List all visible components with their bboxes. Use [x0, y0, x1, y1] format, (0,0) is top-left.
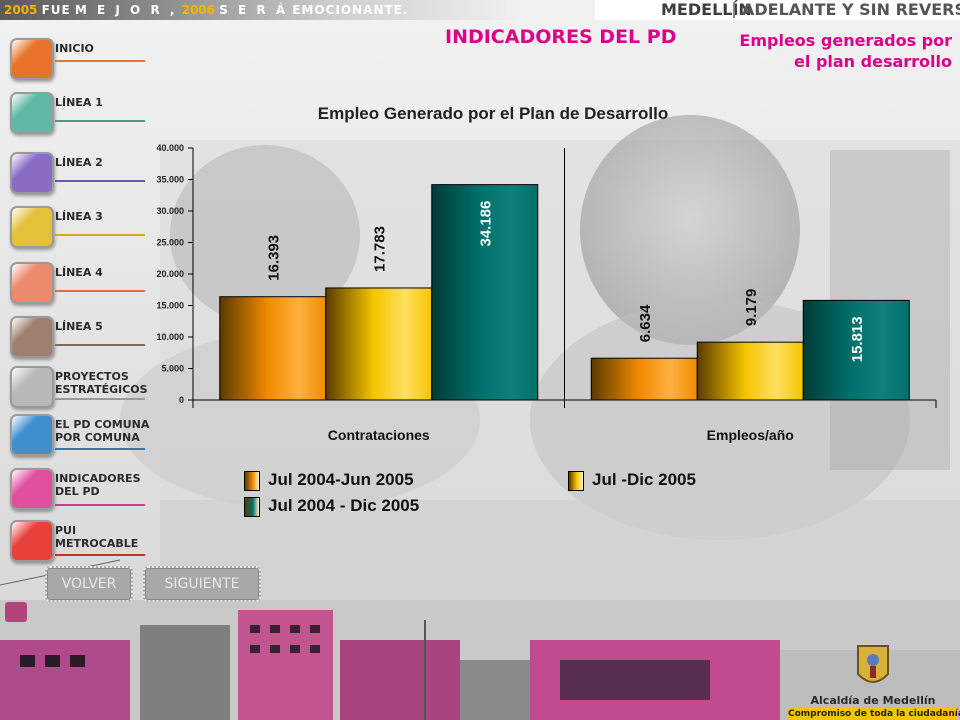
menu-linea-1-icon — [10, 92, 54, 134]
legend-swatch-series-3 — [244, 497, 260, 517]
menu-item-pui-metrocable[interactable]: PUI METROCABLE — [10, 516, 155, 566]
back-button[interactable]: VOLVER — [45, 566, 133, 602]
logo-tagline: Compromiso de toda la ciudadanía — [788, 708, 960, 720]
menu-item-label: LÍNEA 3 — [55, 210, 103, 223]
coat-of-arms-icon — [857, 645, 889, 683]
menu-proyectos-icon — [10, 366, 54, 408]
legend-label-series-2: Jul -Dic 2005 — [592, 470, 696, 489]
x-category-label: Contrataciones — [328, 427, 430, 443]
menu-item-label: INDICADORES DEL PD — [55, 472, 141, 498]
y-tick-label: 35.000 — [156, 175, 184, 185]
legend-label-series-1: Jul 2004-Jun 2005 — [268, 470, 414, 489]
data-label: 6.634 — [637, 304, 654, 342]
menu-item-label: LÍNEA 1 — [55, 96, 103, 109]
menu-linea-5-icon — [10, 316, 54, 358]
data-label: 9.179 — [743, 289, 760, 327]
bar-2-1 — [325, 287, 433, 401]
logo-name: Alcaldía de Medellín — [810, 694, 936, 707]
menu-item-label: LÍNEA 4 — [55, 266, 103, 279]
menu-item-inicio[interactable]: INICIO — [10, 34, 155, 84]
menu-indicadores-icon — [10, 468, 54, 510]
menu-linea-1-underline — [55, 120, 145, 122]
y-tick-label: 15.000 — [156, 301, 184, 311]
menu-item-linea-1[interactable]: LÍNEA 1 — [10, 88, 155, 138]
bar-3-2 — [802, 299, 910, 401]
menu-inicio-underline — [55, 60, 145, 62]
menu-item-linea-3[interactable]: LÍNEA 3 — [10, 202, 155, 252]
legend-swatch-series-2 — [568, 471, 584, 491]
menu-linea-2-icon — [10, 152, 54, 194]
menu-linea-5-underline — [55, 344, 145, 346]
menu-item-label: LÍNEA 5 — [55, 320, 103, 333]
next-button[interactable]: SIGUIENTE — [143, 566, 261, 602]
menu-proyectos-underline — [55, 398, 145, 400]
data-label: 15.813 — [849, 316, 866, 362]
menu-pd-comuna-underline — [55, 448, 145, 450]
page-subtitle-line2: el plan desarrollo — [794, 52, 952, 71]
menu-item-pd-comuna[interactable]: EL PD COMUNA POR COMUNA — [10, 410, 155, 460]
menu-linea-3-icon — [10, 206, 54, 248]
y-tick-label: 0 — [179, 395, 184, 405]
y-tick-label: 30.000 — [156, 206, 184, 216]
menu-item-label: PUI METROCABLE — [55, 524, 139, 550]
alcaldia-logo: Alcaldía de Medellín Compromiso de toda … — [788, 640, 960, 720]
x-category-label: Empleos/año — [707, 427, 794, 443]
slogan-year-2006: 2006 — [181, 3, 216, 17]
menu-linea-2-underline — [55, 180, 145, 182]
slogan-text: 2005 FUE M E J O R , 2006 S E R Á EMOCIO… — [4, 2, 408, 18]
legend-swatch-series-1 — [244, 471, 260, 491]
chart-title: Empleo Generado por el Plan de Desarroll… — [317, 104, 669, 123]
city-name: MEDELLÍN — [661, 0, 752, 19]
slogan-bar: 2005 FUE M E J O R , 2006 S E R Á EMOCIO… — [0, 0, 520, 20]
page-subtitle-line1: Empleos generados por — [739, 31, 952, 50]
bar-3-1 — [431, 184, 539, 401]
city-motto: ADELANTE Y SIN REVERSA — [742, 0, 960, 19]
y-tick-label: 10.000 — [156, 332, 184, 342]
motto-bar: MEDELLÍN ADELANTE Y SIN REVERSA — [595, 0, 960, 20]
menu-inicio-icon — [10, 38, 54, 80]
menu-pui-underline — [55, 554, 145, 556]
menu-item-linea-4[interactable]: LÍNEA 4 — [10, 258, 155, 308]
page-title: INDICADORES DEL PD — [445, 26, 677, 48]
bar-2-2 — [696, 341, 804, 401]
slogan-word-mejor: M E J O R , — [74, 3, 178, 17]
menu-item-label: INICIO — [55, 42, 94, 55]
menu-indicadores-underline — [55, 504, 145, 506]
page-subtitle: Empleos generados por el plan desarrollo — [739, 30, 952, 72]
y-tick-label: 5.000 — [161, 364, 184, 374]
y-tick-label: 25.000 — [156, 238, 184, 248]
slogan-year-2005: 2005 — [4, 3, 38, 17]
slogan-word-emocionante: EMOCIONANTE. — [292, 3, 409, 17]
menu-item-linea-2[interactable]: LÍNEA 2 — [10, 148, 155, 198]
motto-separator — [733, 2, 735, 18]
top-banner: 2005 FUE M E J O R , 2006 S E R Á EMOCIO… — [0, 0, 960, 20]
menu-linea-4-icon — [10, 262, 54, 304]
menu-pd-comuna-icon — [10, 414, 54, 456]
legend-label-series-3: Jul 2004 - Dic 2005 — [268, 496, 420, 515]
data-label: 34.186 — [478, 201, 495, 247]
menu-linea-3-underline — [55, 234, 145, 236]
data-label: 17.783 — [372, 226, 389, 272]
menu-item-label: LÍNEA 2 — [55, 156, 103, 169]
data-label: 16.393 — [266, 235, 283, 281]
menu-pui-icon — [10, 520, 54, 562]
slogan-word-fue: FUE — [41, 3, 71, 17]
y-tick-label: 40.000 — [156, 143, 184, 153]
menu-item-label: EL PD COMUNA POR COMUNA — [55, 418, 150, 444]
slogan-word-sera: S E R Á — [219, 3, 289, 17]
bar-1-1 — [219, 296, 327, 401]
menu-item-proyectos-estrategicos[interactable]: PROYECTOS ESTRATÉGICOS — [10, 362, 155, 412]
menu-item-linea-5[interactable]: LÍNEA 5 — [10, 312, 155, 362]
menu-linea-4-underline — [55, 290, 145, 292]
bar-1-2 — [590, 357, 698, 401]
y-tick-label: 20.000 — [156, 269, 184, 279]
bar-chart: 0 5.000 10.000 15.000 20.000 25.000 30.000 35.0… — [156, 143, 937, 443]
menu-item-label: PROYECTOS ESTRATÉGICOS — [55, 370, 148, 396]
menu-item-indicadores[interactable]: INDICADORES DEL PD — [10, 464, 155, 514]
